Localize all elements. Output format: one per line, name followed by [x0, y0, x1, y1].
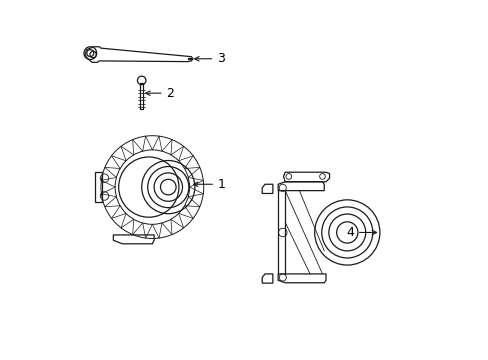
Bar [94, 172, 102, 202]
Text: 4: 4 [346, 226, 376, 239]
Text: 1: 1 [193, 178, 225, 191]
Text: 2: 2 [145, 87, 174, 100]
Text: 3: 3 [194, 52, 224, 65]
